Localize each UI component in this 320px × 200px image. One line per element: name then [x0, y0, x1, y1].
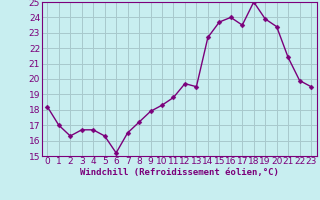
X-axis label: Windchill (Refroidissement éolien,°C): Windchill (Refroidissement éolien,°C) [80, 168, 279, 177]
